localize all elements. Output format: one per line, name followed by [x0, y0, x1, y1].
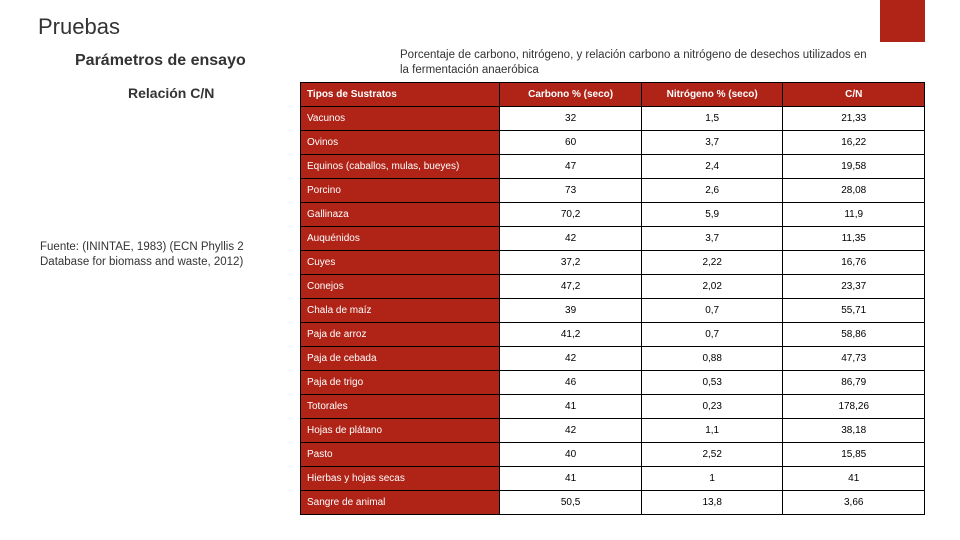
value-cell: 2,22 — [641, 251, 783, 275]
value-cell: 16,22 — [783, 131, 925, 155]
substrate-name-cell: Ovinos — [301, 131, 500, 155]
value-cell: 47,2 — [500, 275, 642, 299]
value-cell: 58,86 — [783, 323, 925, 347]
value-cell: 42 — [500, 227, 642, 251]
value-cell: 47 — [500, 155, 642, 179]
table-row: Gallinaza70,25,911,9 — [301, 203, 925, 227]
value-cell: 15,85 — [783, 443, 925, 467]
substrate-name-cell: Sangre de animal — [301, 491, 500, 515]
value-cell: 13,8 — [641, 491, 783, 515]
substrate-name-cell: Totorales — [301, 395, 500, 419]
substrate-name-cell: Gallinaza — [301, 203, 500, 227]
page-title: Pruebas — [38, 14, 120, 40]
source-text: Fuente: (ININTAE, 1983) (ECN Phyllis 2 D… — [40, 240, 285, 270]
value-cell: 21,33 — [783, 107, 925, 131]
substrate-name-cell: Conejos — [301, 275, 500, 299]
value-cell: 2,02 — [641, 275, 783, 299]
substrate-name-cell: Auquénidos — [301, 227, 500, 251]
col-header-sustratos: Tipos de Sustratos — [301, 83, 500, 107]
col-header-cn: C/N — [783, 83, 925, 107]
value-cell: 19,58 — [783, 155, 925, 179]
table-row: Hierbas y hojas secas41141 — [301, 467, 925, 491]
value-cell: 11,9 — [783, 203, 925, 227]
value-cell: 1 — [641, 467, 783, 491]
table-row: Ovinos603,716,22 — [301, 131, 925, 155]
substrate-table: Tipos de Sustratos Carbono % (seco) Nitr… — [300, 82, 925, 515]
value-cell: 0,88 — [641, 347, 783, 371]
value-cell: 39 — [500, 299, 642, 323]
value-cell: 0,7 — [641, 299, 783, 323]
table-header-row: Tipos de Sustratos Carbono % (seco) Nitr… — [301, 83, 925, 107]
value-cell: 41,2 — [500, 323, 642, 347]
value-cell: 3,7 — [641, 227, 783, 251]
value-cell: 41 — [783, 467, 925, 491]
value-cell: 41 — [500, 395, 642, 419]
value-cell: 38,18 — [783, 419, 925, 443]
table-row: Cuyes37,22,2216,76 — [301, 251, 925, 275]
value-cell: 46 — [500, 371, 642, 395]
value-cell: 5,9 — [641, 203, 783, 227]
value-cell: 70,2 — [500, 203, 642, 227]
substrate-name-cell: Paja de cebada — [301, 347, 500, 371]
value-cell: 1,1 — [641, 419, 783, 443]
value-cell: 0,23 — [641, 395, 783, 419]
value-cell: 2,4 — [641, 155, 783, 179]
table-row: Conejos47,22,0223,37 — [301, 275, 925, 299]
value-cell: 47,73 — [783, 347, 925, 371]
substrate-name-cell: Cuyes — [301, 251, 500, 275]
table-row: Equinos (caballos, mulas, bueyes)472,419… — [301, 155, 925, 179]
value-cell: 1,5 — [641, 107, 783, 131]
substrate-name-cell: Pasto — [301, 443, 500, 467]
table-row: Paja de arroz41,20,758,86 — [301, 323, 925, 347]
table-row: Totorales410,23178,26 — [301, 395, 925, 419]
value-cell: 3,7 — [641, 131, 783, 155]
value-cell: 73 — [500, 179, 642, 203]
value-cell: 0,53 — [641, 371, 783, 395]
value-cell: 11,35 — [783, 227, 925, 251]
col-header-carbono: Carbono % (seco) — [500, 83, 642, 107]
table-row: Auquénidos423,711,35 — [301, 227, 925, 251]
ensayo-subtitle: Parámetros de ensayo — [75, 52, 246, 70]
table-row: Paja de cebada420,8847,73 — [301, 347, 925, 371]
substrate-name-cell: Hojas de plátano — [301, 419, 500, 443]
table-row: Hojas de plátano421,138,18 — [301, 419, 925, 443]
table-row: Chala de maíz390,755,71 — [301, 299, 925, 323]
substrate-name-cell: Hierbas y hojas secas — [301, 467, 500, 491]
table-row: Paja de trigo460,5386,79 — [301, 371, 925, 395]
accent-bar — [880, 0, 925, 42]
value-cell: 55,71 — [783, 299, 925, 323]
table-caption: Porcentaje de carbono, nitrógeno, y rela… — [400, 48, 870, 78]
value-cell: 50,5 — [500, 491, 642, 515]
substrate-name-cell: Chala de maíz — [301, 299, 500, 323]
value-cell: 32 — [500, 107, 642, 131]
substrate-name-cell: Vacunos — [301, 107, 500, 131]
value-cell: 178,26 — [783, 395, 925, 419]
value-cell: 60 — [500, 131, 642, 155]
table-row: Sangre de animal50,513,83,66 — [301, 491, 925, 515]
table-row: Porcino732,628,08 — [301, 179, 925, 203]
value-cell: 2,6 — [641, 179, 783, 203]
table-row: Pasto402,5215,85 — [301, 443, 925, 467]
substrate-name-cell: Paja de trigo — [301, 371, 500, 395]
substrate-name-cell: Porcino — [301, 179, 500, 203]
value-cell: 23,37 — [783, 275, 925, 299]
value-cell: 3,66 — [783, 491, 925, 515]
section-label: Relación C/N — [128, 85, 214, 101]
substrate-name-cell: Equinos (caballos, mulas, bueyes) — [301, 155, 500, 179]
value-cell: 86,79 — [783, 371, 925, 395]
value-cell: 2,52 — [641, 443, 783, 467]
value-cell: 42 — [500, 347, 642, 371]
value-cell: 16,76 — [783, 251, 925, 275]
value-cell: 37,2 — [500, 251, 642, 275]
value-cell: 41 — [500, 467, 642, 491]
value-cell: 42 — [500, 419, 642, 443]
value-cell: 28,08 — [783, 179, 925, 203]
substrate-name-cell: Paja de arroz — [301, 323, 500, 347]
value-cell: 0,7 — [641, 323, 783, 347]
table-row: Vacunos321,521,33 — [301, 107, 925, 131]
col-header-nitrogeno: Nitrógeno % (seco) — [641, 83, 783, 107]
value-cell: 40 — [500, 443, 642, 467]
